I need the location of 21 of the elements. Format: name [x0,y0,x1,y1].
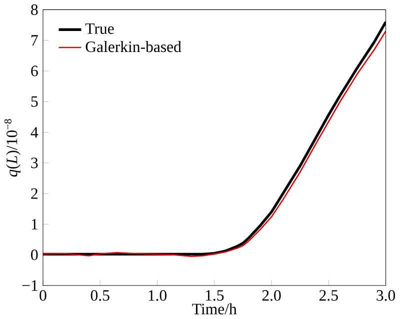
y-tick-label: 4 [30,127,38,138]
y-tick-label: 2 [31,188,38,199]
y-tick-label: 7 [31,35,38,46]
y-tick-label: 8 [31,4,38,16]
legend-label: True [85,24,114,34]
x-tick-label: 2.5 [319,290,338,301]
y-tick-label: −1 [22,280,38,291]
y-axis-title: q(L)/10$^{−8}$ [4,119,20,177]
x-tick-label: 1.0 [148,290,166,301]
y-tick-label: 5 [31,96,38,107]
y-tick-label: 0 [31,250,38,260]
x-tick-label: 2.0 [262,290,281,301]
x-tick-label: 0 [40,290,46,301]
x-tick-label: 1.5 [206,290,224,301]
y-tick-label: 1 [32,219,38,230]
x-tick-label: 0.5 [90,290,110,301]
x-tick-label: 3.0 [376,290,396,301]
y-tick-label: 6 [31,66,38,76]
x-axis-title: Time/h [192,303,237,314]
y-tick-label: 3 [31,158,38,168]
legend-label: Galerkin-based [86,41,182,52]
